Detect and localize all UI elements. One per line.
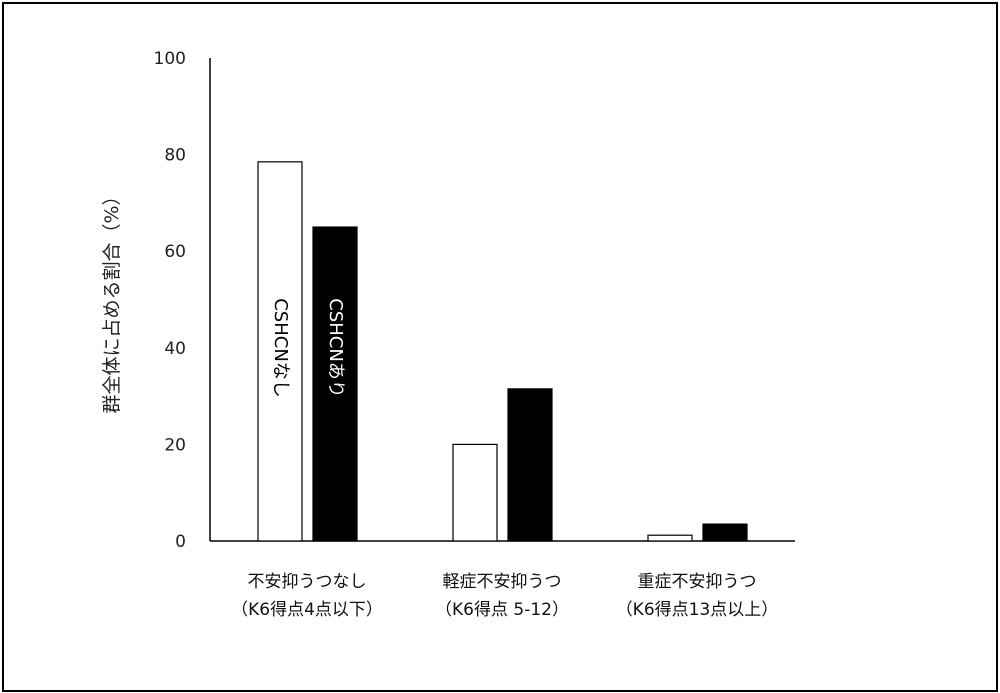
x-category-label: 軽症不安抑うつ bbox=[443, 572, 562, 592]
x-category-label: （K6得点 5-12） bbox=[435, 600, 569, 620]
y-tick-label: 0 bbox=[175, 532, 186, 552]
series-label: CSHCNなし bbox=[270, 298, 291, 398]
x-category-label: 不安抑うつなし bbox=[248, 572, 367, 592]
y-tick-label: 40 bbox=[164, 339, 186, 359]
y-tick-label: 80 bbox=[164, 146, 186, 166]
y-tick-label: 60 bbox=[164, 242, 186, 262]
y-tick-label: 20 bbox=[164, 435, 186, 455]
bar-0-0 bbox=[257, 161, 303, 542]
x-category-label: （K6得点13点以上） bbox=[616, 600, 779, 620]
series-label: CSHCNあり bbox=[325, 298, 346, 398]
y-tick-label: 100 bbox=[154, 49, 186, 69]
bar-2-0 bbox=[647, 534, 693, 542]
bar-2-1 bbox=[702, 523, 748, 542]
x-category-label: 重症不安抑うつ bbox=[638, 572, 757, 592]
bar-0-1 bbox=[312, 226, 358, 542]
bar-1-1 bbox=[507, 388, 553, 542]
x-category-label: （K6得点4点以下） bbox=[231, 600, 383, 620]
bar-1-0 bbox=[452, 443, 498, 542]
y-axis-label: 群全体に占める割合（%） bbox=[101, 186, 123, 413]
